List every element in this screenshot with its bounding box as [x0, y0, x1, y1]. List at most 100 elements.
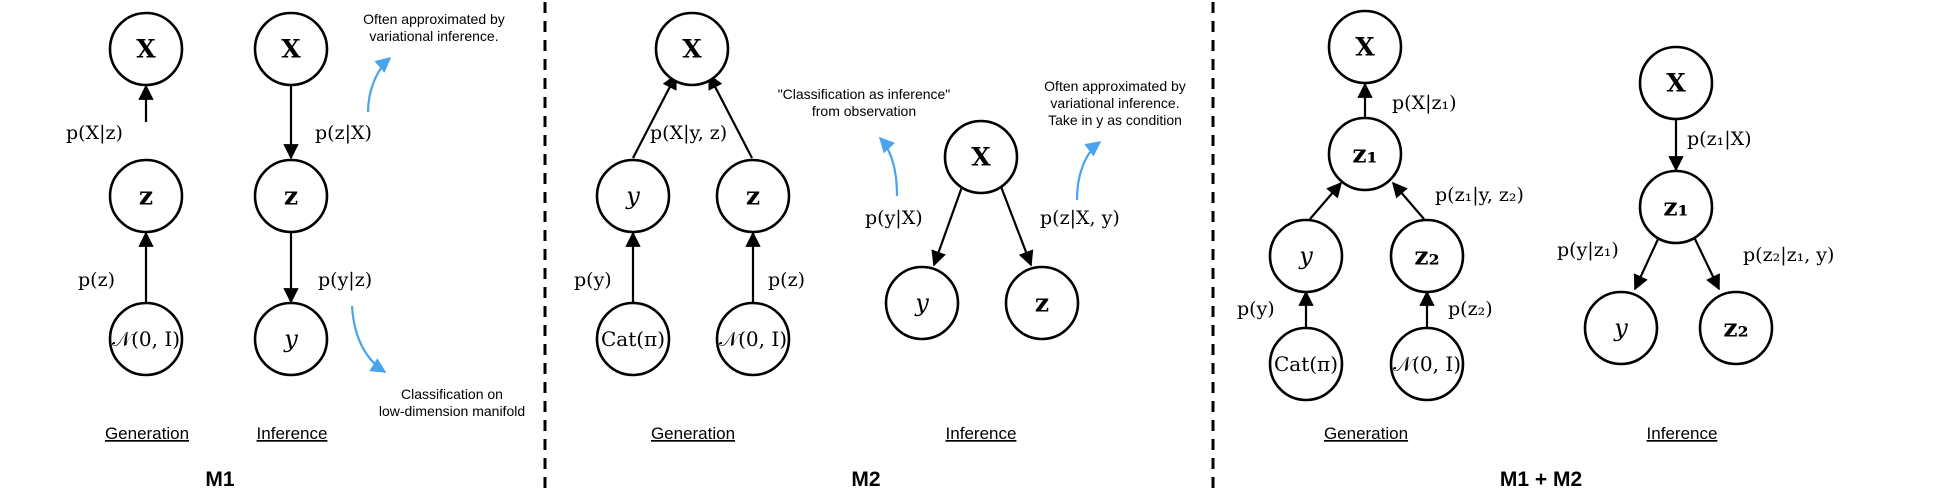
m1m2-inf-node-z1	[1638, 169, 1714, 245]
m1-inf-note-bottom-arrow	[350, 305, 387, 373]
m1-inf-edge-label-py-given-z: p(y|z)	[318, 269, 372, 291]
m1-generation-caption: Generation	[105, 424, 189, 443]
m2-inf-note-left-line1: "Classification as inference"	[778, 86, 951, 102]
m2-gen-node-y	[595, 158, 671, 234]
m1m2-gen-node-z1	[1327, 116, 1403, 192]
m1m2-gen-node-prior	[1389, 326, 1465, 402]
m1m2-gen-edge-z2-z1	[1391, 181, 1425, 220]
m1-inf-note-bottom-line1: Classification on	[401, 386, 503, 402]
m1m2-inf-node-y	[1583, 290, 1659, 366]
m1m2-inf-edge-label-pz2-given-z1y: p(z₂|z₁, y)	[1743, 244, 1834, 266]
m2-gen-node-cat	[595, 301, 671, 377]
m2-inf-node-x	[943, 119, 1019, 195]
m1-inf-note-top-arrow	[366, 56, 392, 113]
m1m2-inf-edge-z1-y	[1633, 236, 1660, 291]
m2-gen-node-prior-label: 𝒩(0, I)	[719, 327, 787, 351]
m1m2-gen-edge-label-py: p(y)	[1237, 298, 1275, 320]
m2-inf-edge-x-z	[998, 183, 1034, 267]
m1m2-gen-node-y-label: y	[1298, 242, 1313, 270]
m1m2-generation-caption: Generation	[1324, 424, 1408, 443]
m1m2-inf-node-z2	[1698, 290, 1774, 366]
m2-section-title: M2	[851, 468, 880, 491]
m2-gen-node-prior	[715, 301, 791, 377]
m1m2-inf-node-x-label: X	[1666, 69, 1686, 98]
m2-inf-node-z	[1004, 265, 1080, 341]
m1m2-inf-edge-z1-z2	[1693, 236, 1720, 291]
m1m2-section-title: M1 + M2	[1500, 468, 1582, 491]
m2-gen-edge-y-x	[632, 73, 677, 159]
m1m2-inf-node-x	[1638, 45, 1714, 121]
m1-inf-node-x-label: X	[281, 35, 301, 64]
m1m2-gen-edge-y-z1	[1309, 181, 1343, 220]
m2-inf-note-right-line1: Often approximated by	[1044, 78, 1186, 94]
m1-gen-node-x	[108, 11, 184, 87]
m2-inf-node-y-label: y	[914, 289, 929, 317]
m2-inf-node-y	[884, 265, 960, 341]
m2-gen-edge-z-x	[708, 73, 753, 159]
m1m2-gen-node-z2	[1389, 218, 1465, 294]
m1-inf-node-z-label: z	[284, 182, 298, 211]
m2-gen-node-y-label: y	[625, 182, 640, 210]
m1-gen-node-prior-label: 𝒩(0, I)	[112, 327, 180, 351]
m2-inf-note-right-line3: Take in y as condition	[1048, 112, 1182, 128]
m1-inf-node-z	[253, 158, 329, 234]
m1m2-inference-caption: Inference	[1647, 424, 1718, 443]
m2-gen-edge-label-px-given-yz: p(X|y, z)	[650, 122, 727, 144]
m1-inference-graph: X z y p(z|X) p(y|z) Often approximated b…	[253, 11, 525, 419]
m1m2-inf-edge-label-pz1-given-x: p(z₁|X)	[1687, 128, 1752, 150]
m1-gen-node-x-label: X	[136, 35, 156, 64]
m1m2-gen-node-cat	[1268, 326, 1344, 402]
m1-inf-note-bottom-line2: low-dimension manifold	[379, 403, 525, 419]
m2-gen-edge-label-py: p(y)	[574, 269, 612, 291]
m1m2-inf-node-z1-label: z₁	[1663, 193, 1688, 222]
m1m2-gen-node-z1-label: z₁	[1352, 140, 1377, 169]
m1-inf-note-top-line1: Often approximated by	[363, 11, 505, 27]
m2-gen-node-x	[654, 11, 730, 87]
m1m2-gen-node-x	[1327, 9, 1403, 85]
m1m2-gen-edge-label-pz1-given-yz2: p(z₁|y, z₂)	[1435, 184, 1524, 206]
m1-generation-graph: X z 𝒩(0, I) p(X|z) p(z)	[66, 11, 184, 377]
m2-inf-edge-label-pz-given-xy: p(z|X, y)	[1040, 207, 1120, 229]
m1m2-inference-graph: X z₁ y z₂ p(z₁|X) p(y|z₁) p(z₂|z₁, y)	[1557, 45, 1834, 366]
m1m2-gen-edge-label-pz2: p(z₂)	[1448, 298, 1493, 320]
m2-inf-note-right-line2: variational inference.	[1050, 95, 1179, 111]
m1-inf-edge-label-pz-given-x: p(z|X)	[315, 122, 372, 144]
m2-gen-node-x-label: X	[682, 35, 702, 64]
m1m2-generation-graph: X z₁ y z₂ Cat(π) 𝒩(0, I) p(X|z₁) p(z₁|y,…	[1237, 9, 1524, 402]
m1m2-gen-node-y	[1268, 218, 1344, 294]
m1m2-gen-edge-label-px-given-z1: p(X|z₁)	[1392, 92, 1457, 114]
m2-gen-node-z	[715, 158, 791, 234]
m1m2-gen-node-x-label: X	[1355, 33, 1375, 62]
m2-inf-note-left-arrow	[878, 136, 899, 197]
m2-inf-note-right-arrow	[1075, 141, 1102, 201]
m1m2-inf-node-z2-label: z₂	[1723, 314, 1748, 343]
m2-inf-edge-label-py-given-x: p(y|X)	[865, 207, 923, 229]
m2-inference-caption: Inference	[946, 424, 1017, 443]
m1m2-inf-edge-label-py-given-z1: p(y|z₁)	[1557, 239, 1619, 261]
m1-gen-node-prior	[108, 301, 184, 377]
m2-gen-edge-label-pz: p(z)	[768, 269, 805, 291]
m2-inf-edge-x-y	[931, 183, 965, 267]
m2-generation-caption: Generation	[651, 424, 735, 443]
m2-inf-note-left-line2: from observation	[812, 103, 916, 119]
m1-inf-node-y-label: y	[283, 325, 298, 353]
m1-section-title: M1	[205, 468, 234, 491]
m1-inf-node-x	[253, 11, 329, 87]
m1-inf-node-y	[253, 301, 329, 377]
m1m2-gen-node-z2-label: z₂	[1414, 242, 1439, 271]
m1-inf-note-top-line2: variational inference.	[369, 28, 498, 44]
m2-generation-graph: X y z Cat(π) 𝒩(0, I) p(X|y, z) p(y) p(z)	[574, 11, 805, 377]
m1m2-inf-node-y-label: y	[1613, 314, 1628, 342]
m2-inference-graph: X y z p(y|X) p(z|X, y) "Classification a…	[778, 78, 1186, 341]
m1-inference-caption: Inference	[257, 424, 328, 443]
m1-gen-edge-label-px-given-z: p(X|z)	[66, 122, 123, 144]
m1m2-gen-node-cat-label: Cat(π)	[1274, 352, 1338, 376]
m1m2-gen-node-prior-label: 𝒩(0, I)	[1393, 352, 1461, 376]
m1-gen-node-z	[108, 158, 184, 234]
m2-inf-node-z-label: z	[1035, 289, 1049, 318]
m1-gen-edge-label-pz: p(z)	[78, 269, 115, 291]
m1-gen-node-z-label: z	[139, 182, 153, 211]
m2-gen-node-z-label: z	[746, 182, 760, 211]
m2-inf-node-x-label: X	[971, 143, 991, 172]
